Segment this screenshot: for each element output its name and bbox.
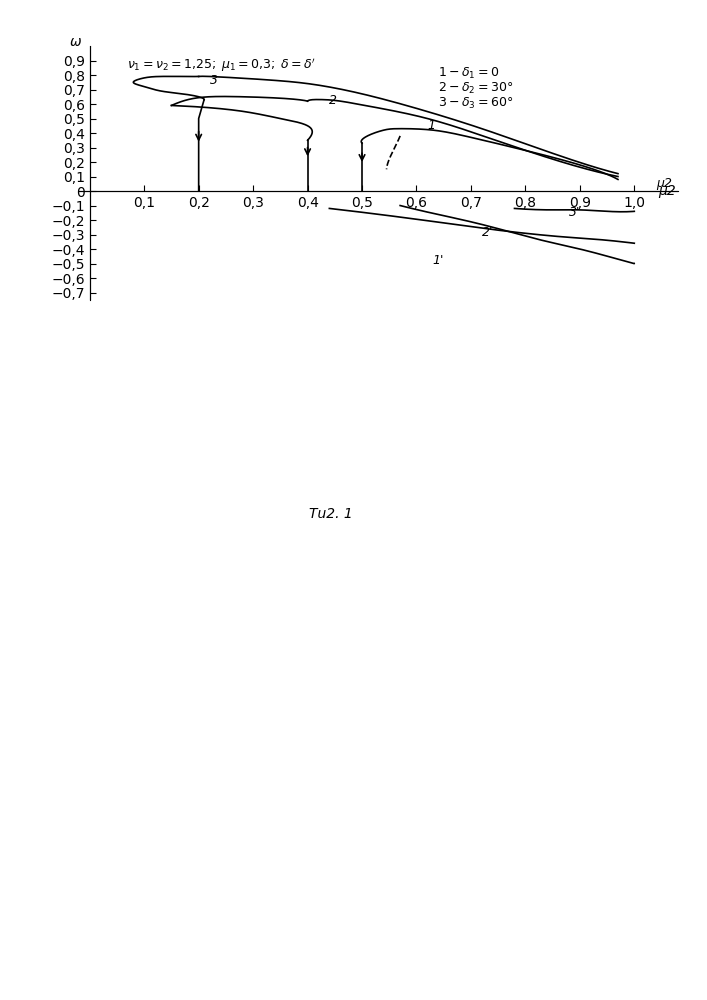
Text: $1 - \delta_1 = 0$: $1 - \delta_1 = 0$: [438, 65, 500, 81]
Text: ω: ω: [70, 35, 82, 49]
Text: 1: 1: [427, 119, 436, 132]
Text: 1': 1': [433, 254, 444, 267]
Text: $\nu_1 = \nu_2 = 1{,}25;\; \mu_1 = 0{,}3;\; \delta = \delta'$: $\nu_1 = \nu_2 = 1{,}25;\; \mu_1 = 0{,}3…: [127, 56, 316, 74]
Text: $2 - \delta_2 = 30°$: $2 - \delta_2 = 30°$: [438, 81, 513, 96]
Text: $3 - \delta_3 = 60°$: $3 - \delta_3 = 60°$: [438, 96, 513, 111]
Text: 2': 2': [482, 226, 493, 239]
Text: 3: 3: [209, 74, 218, 87]
Text: 2: 2: [329, 94, 337, 107]
Text: μ2: μ2: [658, 184, 676, 198]
Text: μ2: μ2: [656, 177, 672, 190]
Text: 3': 3': [569, 206, 580, 219]
Text: Τu2. 1: Τu2. 1: [308, 507, 352, 521]
